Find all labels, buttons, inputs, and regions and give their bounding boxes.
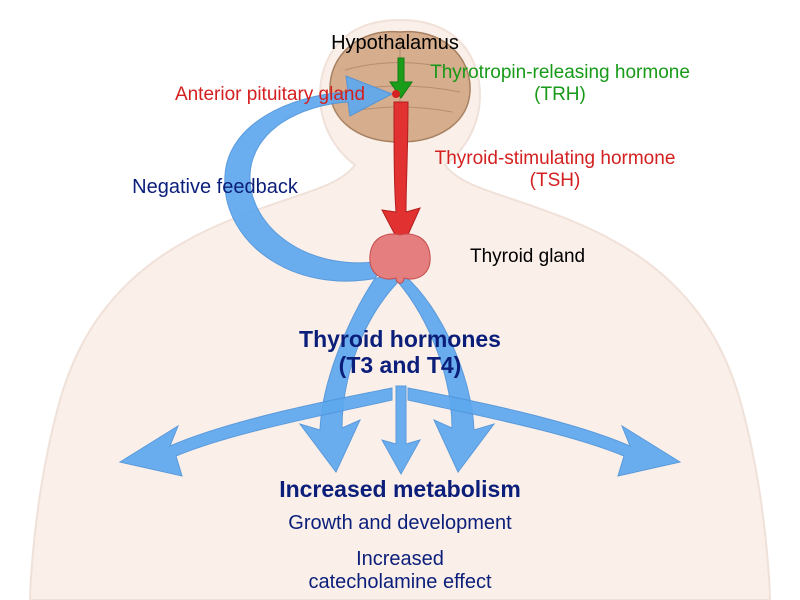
label-negative-feedback: Negative feedback [132, 176, 298, 199]
label-thyroid-gland: Thyroid gland [470, 246, 585, 268]
diagram-stage: Hypothalamus Thyrotropin-releasing hormo… [0, 0, 800, 600]
pituitary-dot [392, 90, 400, 98]
label-increased-metabolism: Increased metabolism [279, 476, 521, 502]
label-thyroid-hormones: Thyroid hormones(T3 and T4) [299, 326, 501, 379]
label-growth: Growth and development [288, 512, 511, 535]
label-catecholamine: Increasedcatecholamine effect [308, 548, 491, 594]
label-pituitary: Anterior pituitary gland [175, 84, 365, 106]
label-tsh: Thyroid-stimulating hormone(TSH) [435, 148, 676, 192]
label-trh: Thyrotropin-releasing hormone(TRH) [430, 62, 690, 106]
thyroid-gland-shape [370, 234, 430, 283]
label-hypothalamus: Hypothalamus [331, 32, 459, 55]
